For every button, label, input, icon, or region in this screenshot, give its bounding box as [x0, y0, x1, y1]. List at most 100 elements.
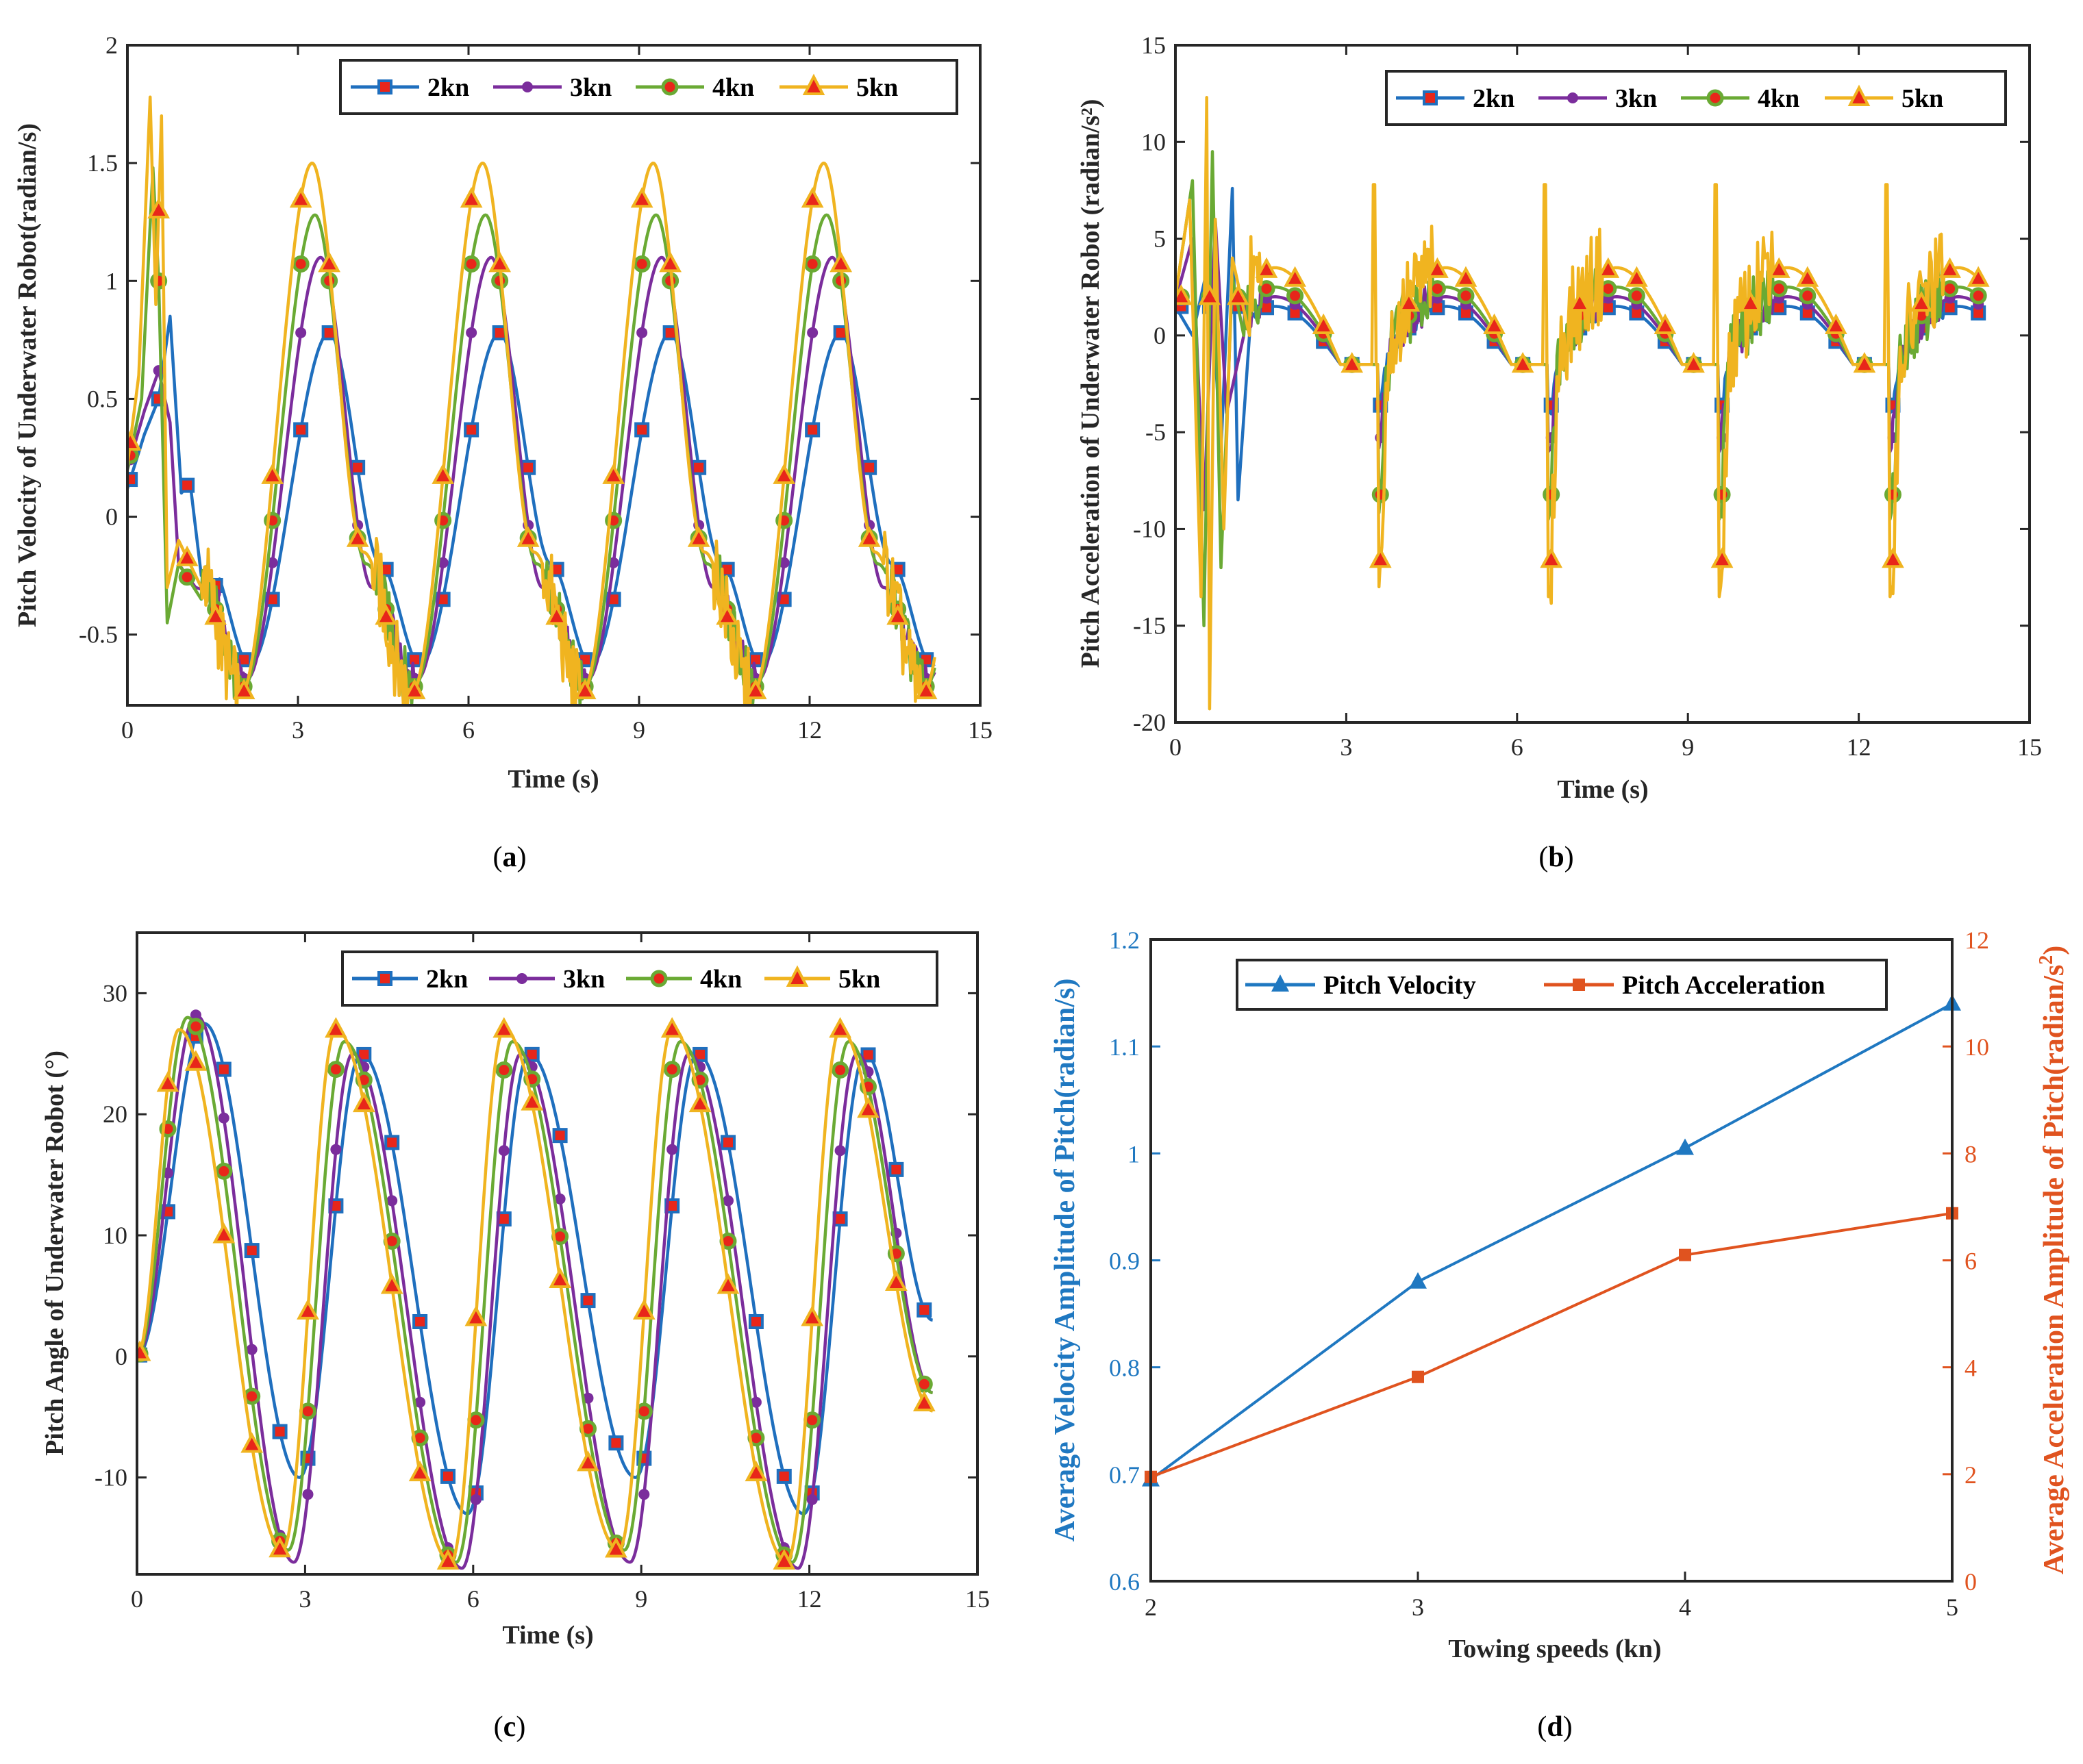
svg-text:2kn: 2kn: [427, 73, 469, 102]
legend-5kn: 5kn: [764, 965, 880, 994]
y-right-tick-label: 0: [1964, 1568, 1977, 1596]
x-tick-label: 4: [1679, 1593, 1691, 1621]
y-right-tick-label: 4: [1964, 1354, 1977, 1382]
marker-5kn: [204, 604, 227, 625]
marker-5kn: [297, 1298, 319, 1320]
marker-5kn: [492, 1017, 516, 1038]
x-tick-label: 0: [121, 716, 134, 744]
svg-text:5kn: 5kn: [1901, 84, 1943, 113]
marker-5kn: [1454, 266, 1477, 287]
marker-4kn: [327, 1061, 345, 1079]
marker-5kn: [858, 526, 881, 547]
y-right-tick-label: 6: [1964, 1248, 1977, 1275]
marker-5kn: [1654, 313, 1677, 334]
marker-3kn: [834, 1145, 846, 1157]
y-tick-label: -5: [1145, 418, 1166, 446]
y-tick-label: -10: [1133, 515, 1166, 542]
marker-5kn: [1568, 290, 1591, 312]
marker-4kn: [292, 255, 310, 273]
x-tick-label: 6: [462, 716, 475, 744]
marker-pitch-velocity: [1676, 1138, 1694, 1155]
panel-a-legend: 2kn 3kn 4kn 5kn: [339, 59, 958, 115]
legend-3kn: 3kn: [489, 965, 605, 994]
x-tick-label: 12: [797, 716, 822, 744]
marker-pitch-acceleration: [1412, 1370, 1424, 1383]
y-tick-label: 30: [103, 979, 127, 1007]
marker-5kn: [745, 1460, 768, 1482]
panel-d-ticks: 2 3 4 5 0.6 0.7 0.8 0.9 1 1.1 1.2 0 2 4 6 8 10 12: [1109, 927, 1989, 1621]
x-tick-label: 9: [633, 716, 645, 744]
panel-c-ticks: 0 3 6 9 12 15 -10 0 10 20 30: [95, 933, 990, 1613]
x-tick-label: 9: [635, 1585, 647, 1613]
svg-text:5kn: 5kn: [856, 73, 898, 102]
x-tick-label: 12: [1847, 733, 1871, 761]
marker-3kn: [806, 1494, 818, 1505]
panel-d-axes-box: [1149, 938, 1954, 1583]
x-tick-label: 0: [131, 1585, 143, 1613]
marker-5kn: [885, 1270, 908, 1291]
y-tick-label: 1: [105, 267, 118, 294]
legend-pitch-velocity: Pitch Velocity: [1245, 971, 1476, 1000]
y-right-tick-label: 12: [1964, 927, 1989, 954]
marker-5kn: [914, 678, 938, 700]
panel-a-axes-box: [126, 44, 982, 707]
marker-5kn: [1511, 352, 1534, 373]
series-line-5kn: [137, 1028, 934, 1564]
panel-d-legend: Pitch Velocity Pitch Acceleration: [1236, 959, 1888, 1011]
marker-5kn: [1767, 257, 1791, 278]
marker-5kn: [605, 1537, 627, 1558]
x-tick-label: 15: [2017, 733, 2042, 761]
marker-2kn: [464, 422, 479, 438]
legend-2kn: 2kn: [351, 73, 469, 102]
marker-5kn: [630, 187, 653, 208]
y-tick-label: 10: [103, 1222, 127, 1249]
marker-2kn: [720, 1135, 736, 1150]
marker-4kn: [178, 568, 196, 586]
marker-2kn: [748, 652, 764, 668]
marker-3kn: [218, 1112, 229, 1124]
marker-5kn: [1824, 313, 1847, 334]
marker-4kn: [803, 1411, 821, 1429]
y-tick-label: -0.5: [79, 621, 118, 648]
panel-b-ylabel: Pitch Acceleration of Underwater Robot (…: [1076, 99, 1105, 668]
series-line-pitch-velocity: [1149, 1002, 1953, 1481]
y-right-tick-label: 10: [1964, 1033, 1989, 1061]
marker-4kn: [462, 255, 480, 273]
y-left-tick-label: 1: [1127, 1140, 1140, 1168]
marker-5kn: [773, 1548, 796, 1570]
marker-4kn: [187, 1018, 205, 1035]
panel-b-series-group: [1175, 96, 1990, 711]
marker-5kn: [744, 678, 767, 700]
panel-d: 2 3 4 5 0.6 0.7 0.8 0.9 1 1.1 1.2 0 2 4 6 8 10 12 Average…: [1049, 927, 2070, 1743]
marker-2kn: [776, 1468, 792, 1484]
marker-5kn: [549, 1267, 571, 1288]
svg-text:4kn: 4kn: [700, 965, 742, 994]
marker-3kn: [666, 1144, 678, 1155]
marker-2kn: [412, 1313, 428, 1329]
marker-2kn: [552, 1128, 568, 1144]
marker-5kn: [352, 1091, 375, 1113]
marker-2kn: [805, 422, 821, 438]
marker-5kn: [1540, 547, 1563, 568]
marker-5kn: [1853, 352, 1876, 373]
marker-4kn: [1770, 280, 1788, 298]
marker-5kn: [232, 678, 255, 700]
marker-5kn: [1340, 352, 1364, 373]
x-tick-label: 3: [1340, 733, 1352, 761]
panel-c-axes-box: [136, 931, 979, 1576]
marker-2kn: [580, 1293, 596, 1309]
marker-5kn: [488, 251, 512, 273]
marker-3kn: [750, 1396, 762, 1408]
marker-3kn: [330, 1144, 342, 1155]
marker-4kn: [1286, 287, 1304, 305]
legend-4kn: 4kn: [1681, 84, 1799, 113]
marker-2kn: [916, 1302, 932, 1318]
panel-d-plot-area: [1142, 994, 1961, 1487]
marker-5kn: [577, 1450, 599, 1472]
marker-2kn: [521, 459, 536, 475]
marker-2kn: [407, 652, 423, 668]
marker-5kn: [1938, 257, 1961, 278]
legend-2kn: 2kn: [1396, 84, 1514, 113]
marker-5kn: [830, 251, 853, 273]
panel-c-ylabel: Pitch Angle of Underwater Robot (°): [40, 1050, 69, 1456]
